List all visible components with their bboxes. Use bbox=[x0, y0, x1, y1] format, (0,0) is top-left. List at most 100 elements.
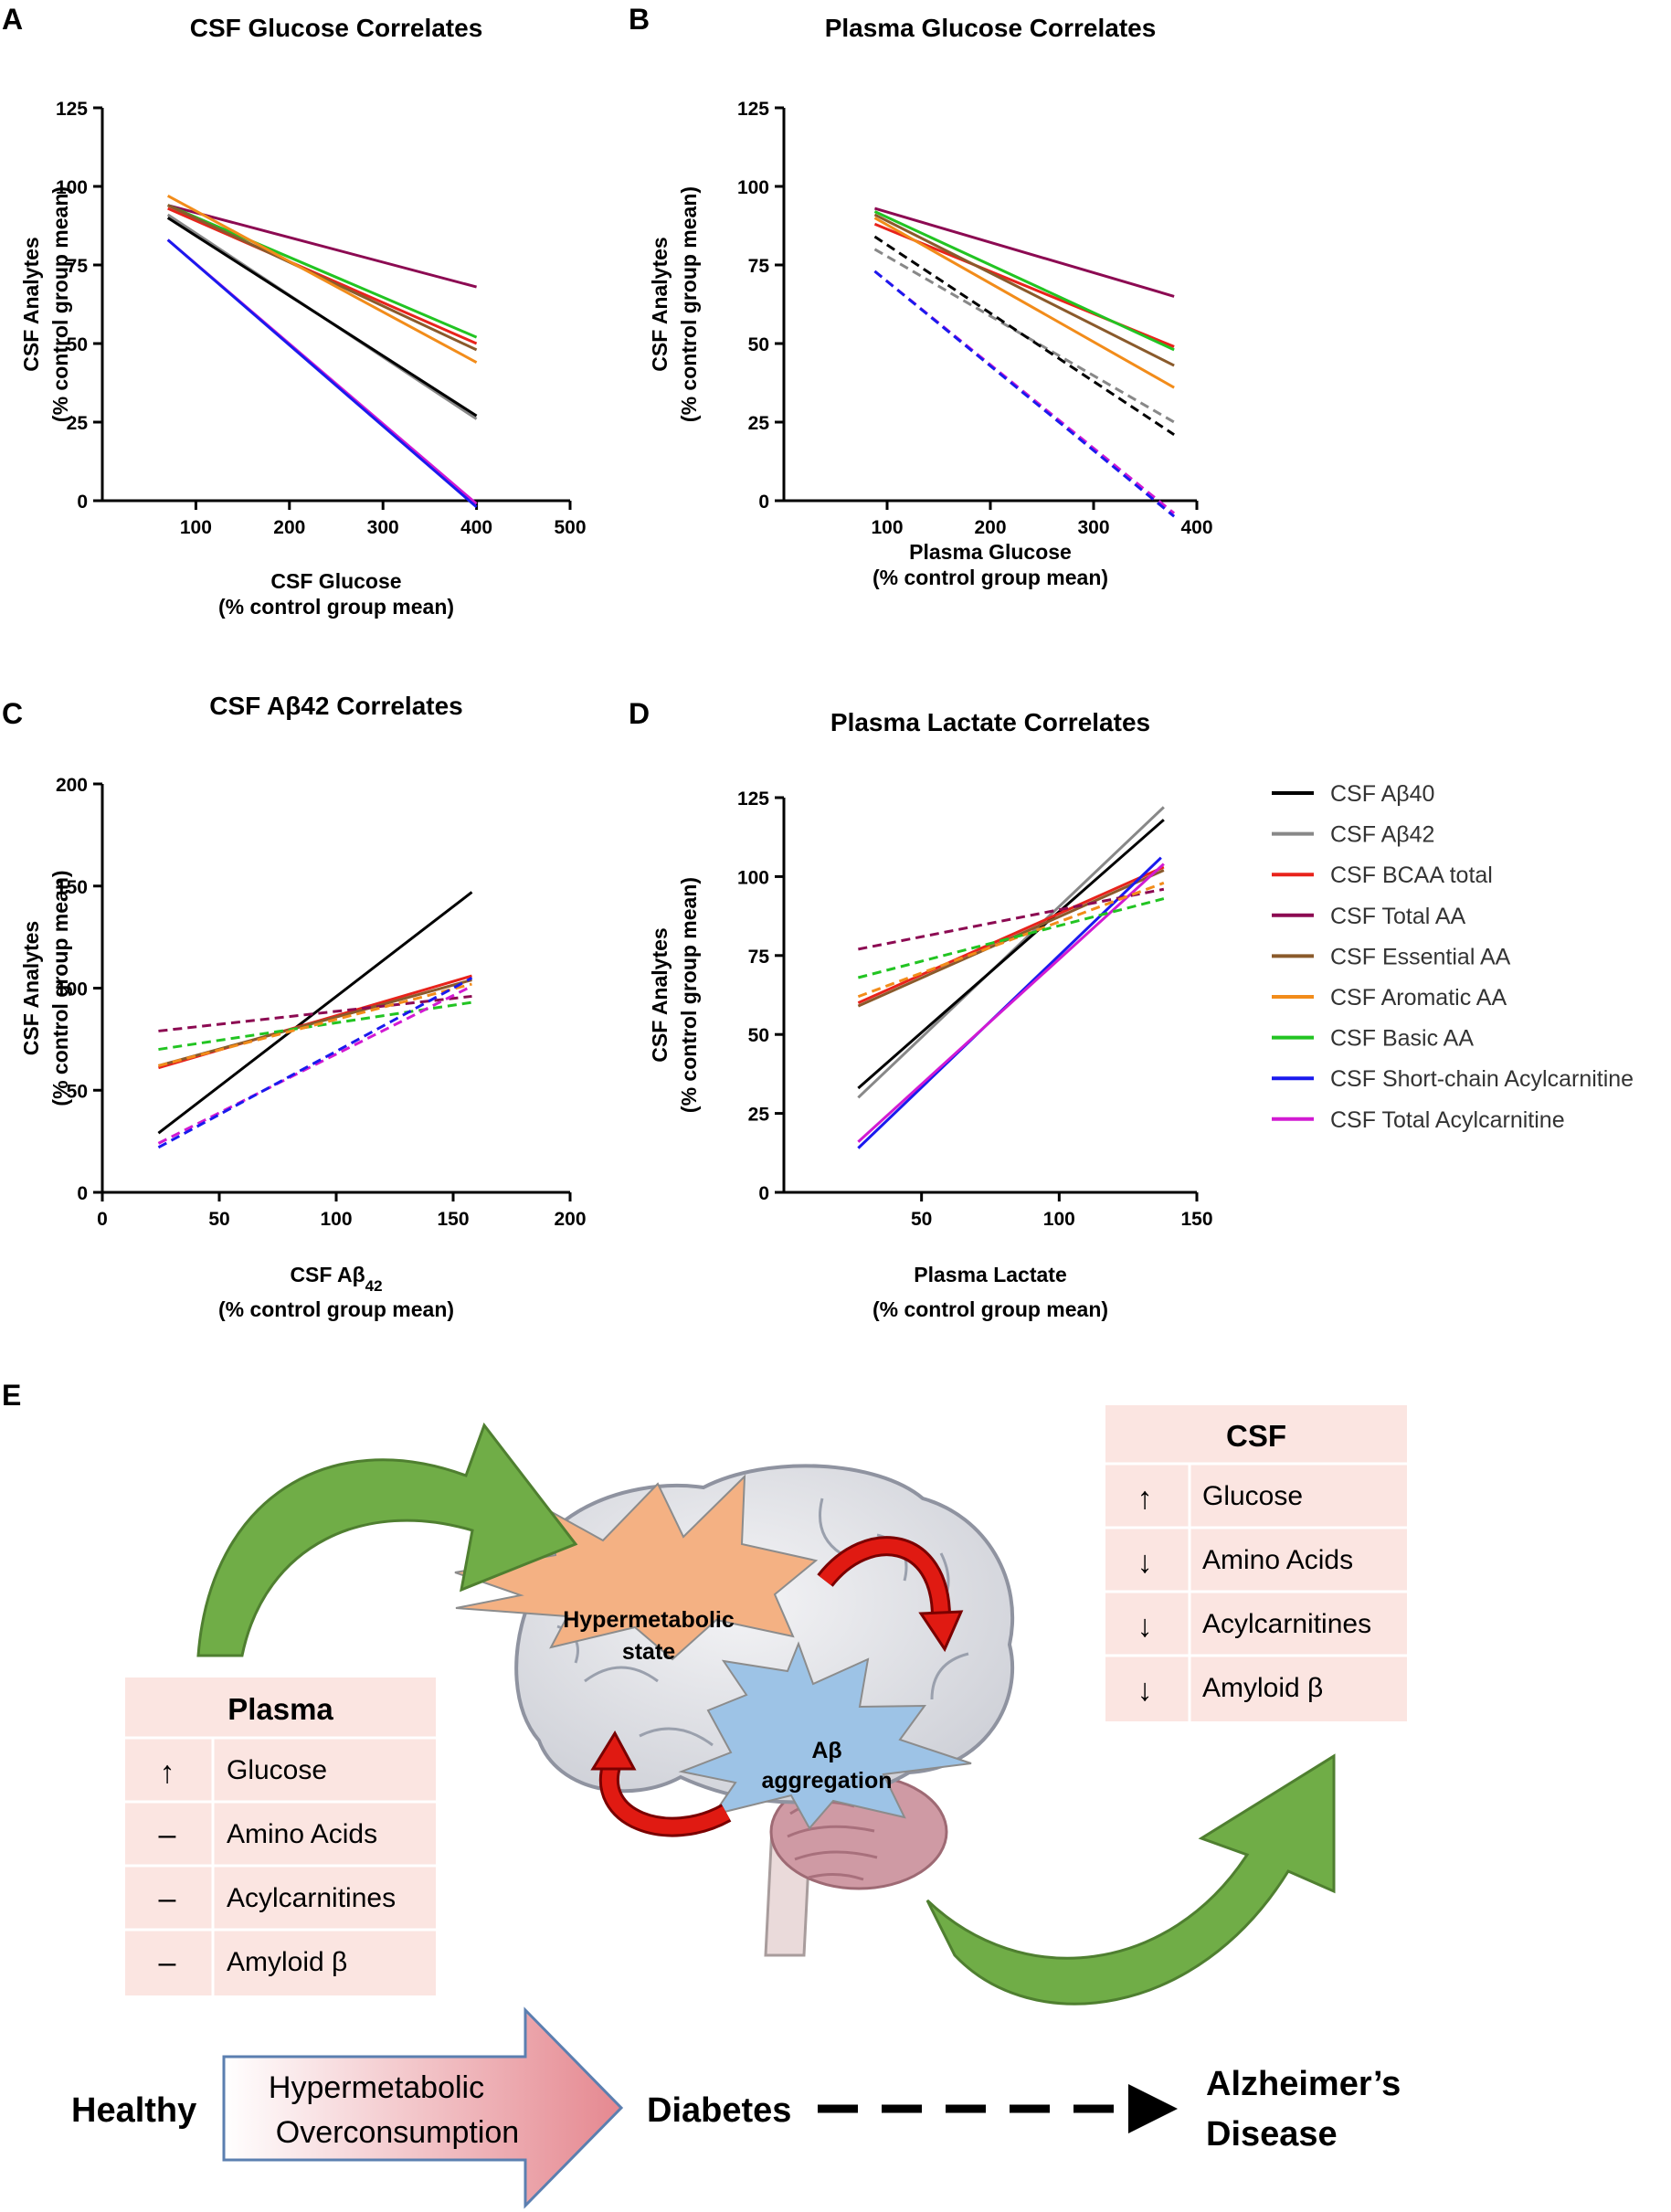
legend-label: CSF Total Acylcarnitine bbox=[1330, 1107, 1565, 1133]
series-line-total-aa bbox=[158, 994, 472, 1032]
x-tick-label: 200 bbox=[273, 517, 305, 538]
series-line-aromatic-aa bbox=[158, 982, 472, 1067]
y-axis-label: CSF Analytes bbox=[648, 237, 672, 371]
stage-healthy: Healthy bbox=[71, 2091, 196, 2130]
x-tick-label: 150 bbox=[1180, 1209, 1212, 1230]
x-axis-label-units: (% control group mean) bbox=[218, 1297, 454, 1321]
y-axis-label-units: (% control group mean) bbox=[48, 870, 72, 1106]
x-axis-label-subscript: 42 bbox=[365, 1277, 383, 1295]
plasma-row-label: Amino Acids bbox=[227, 1819, 377, 1849]
csf-row-symbol: ↓ bbox=[1137, 1609, 1153, 1644]
legend-label: CSF Total AA bbox=[1330, 904, 1466, 929]
stage-alzheimers-line2: Disease bbox=[1206, 2115, 1338, 2154]
series-line-bcaa bbox=[857, 865, 1165, 1005]
red-cycle-arrow-bottom bbox=[590, 1730, 732, 1837]
chart-csf-ab42: CSF Aβ42 Correlates 0 50 100 150 200 0 50 100 150… bbox=[19, 692, 587, 1321]
chart-title: CSF Aβ42 Correlates bbox=[209, 692, 462, 720]
legend-label: CSF Aβ42 bbox=[1330, 822, 1434, 848]
series-line-ab40 bbox=[873, 235, 1175, 437]
series-line-total-aa bbox=[167, 204, 477, 289]
y-axis-label: CSF Analytes bbox=[19, 237, 43, 371]
y-tick-label: 0 bbox=[77, 1183, 88, 1204]
series-line-aromatic-aa bbox=[873, 217, 1175, 389]
plasma-row-symbol: ↑ bbox=[160, 1755, 175, 1790]
series-line-short-acyl bbox=[157, 977, 473, 1149]
series-line-ab40 bbox=[857, 819, 1165, 1090]
y-tick-label: 50 bbox=[67, 334, 88, 355]
chart-plasma-glucose: Plasma Glucose Correlates 100 200 300 400 0 25… bbox=[648, 14, 1213, 589]
green-arrow-plasma-to-brain bbox=[196, 1422, 578, 1657]
x-axis-label-units: (% control group mean) bbox=[218, 595, 454, 619]
x-tick-label: 400 bbox=[1180, 517, 1212, 538]
panel-letter-a: A bbox=[2, 3, 23, 36]
chart-plasma-lactate: Plasma Lactate Correlates 50 100 150 0 25 50 75… bbox=[648, 708, 1213, 1321]
y-tick-label: 75 bbox=[67, 256, 89, 277]
legend-label: CSF BCAA total bbox=[1330, 863, 1493, 888]
csf-row-label: Acylcarnitines bbox=[1202, 1609, 1371, 1639]
overconsumption-label-line2: Overconsumption bbox=[276, 2115, 519, 2150]
ab-label-line2: aggregation bbox=[761, 1768, 892, 1794]
series-line-basic-aa bbox=[158, 1000, 472, 1052]
x-axis-label-units: (% control group mean) bbox=[873, 566, 1108, 589]
csf-row-symbol: ↑ bbox=[1137, 1481, 1153, 1516]
hypermetabolic-label-line1: Hypermetabolic bbox=[563, 1607, 735, 1633]
y-tick-label: 75 bbox=[748, 947, 770, 968]
x-tick-label: 300 bbox=[367, 517, 399, 538]
csf-row-label: Glucose bbox=[1202, 1481, 1303, 1511]
plasma-row-label: Glucose bbox=[227, 1755, 327, 1785]
hypermetabolic-star bbox=[454, 1474, 819, 1661]
x-tick-label: 100 bbox=[1043, 1209, 1075, 1230]
legend-label: CSF Basic AA bbox=[1330, 1026, 1474, 1052]
x-tick-label: 300 bbox=[1077, 517, 1109, 538]
x-tick-label: 100 bbox=[320, 1209, 352, 1230]
csf-table: CSF ↑ Glucose ↓ Amino Acids ↓ Acylcarnit… bbox=[1105, 1405, 1407, 1721]
series-line-basic-aa bbox=[167, 204, 478, 339]
plasma-row-symbol: – bbox=[159, 1817, 176, 1852]
x-axis-label: Plasma Lactate bbox=[914, 1263, 1066, 1286]
y-axis-label-units: (% control group mean) bbox=[48, 186, 72, 422]
x-tick-label: 400 bbox=[460, 517, 492, 538]
x-tick-label: 200 bbox=[554, 1209, 586, 1230]
x-tick-label: 150 bbox=[437, 1209, 469, 1230]
x-tick-label: 100 bbox=[871, 517, 903, 538]
series-line-total-acyl bbox=[157, 984, 473, 1145]
x-tick-label: 0 bbox=[97, 1209, 108, 1230]
plasma-row-symbol: – bbox=[159, 1881, 176, 1916]
series-line-bcaa bbox=[167, 206, 478, 345]
y-axis-label-units: (% control group mean) bbox=[677, 877, 701, 1113]
x-tick-label: 50 bbox=[911, 1209, 932, 1230]
y-tick-label: 50 bbox=[748, 334, 769, 355]
x-axis-label: CSF Aβ42 bbox=[290, 1263, 382, 1295]
y-axis-label: CSF Analytes bbox=[19, 921, 43, 1055]
series-line-ab40 bbox=[157, 891, 473, 1135]
y-axis-label-units: (% control group mean) bbox=[677, 186, 701, 422]
y-tick-label: 150 bbox=[56, 877, 88, 898]
series-line-essential-aa bbox=[873, 213, 1175, 367]
x-tick-label: 500 bbox=[554, 517, 586, 538]
y-tick-label: 100 bbox=[737, 867, 769, 888]
plasma-table: Plasma ↑ Glucose – Amino Acids – Acylcar… bbox=[125, 1678, 436, 1995]
y-tick-label: 125 bbox=[56, 99, 88, 120]
x-tick-label: 100 bbox=[180, 517, 212, 538]
x-tick-label: 200 bbox=[974, 517, 1006, 538]
y-tick-label: 125 bbox=[737, 788, 769, 810]
series-line-aromatic-aa bbox=[166, 194, 478, 364]
series-line-ab40 bbox=[166, 217, 478, 418]
csf-row-label: Amino Acids bbox=[1202, 1545, 1353, 1575]
plasma-table-title: Plasma bbox=[227, 1692, 333, 1726]
plasma-row-symbol: – bbox=[159, 1945, 176, 1980]
panel-letter-b: B bbox=[629, 3, 650, 36]
panel-letter-e: E bbox=[2, 1379, 21, 1412]
legend-label: CSF Short-chain Acylcarnitine bbox=[1330, 1066, 1634, 1092]
chart-title: CSF Glucose Correlates bbox=[190, 14, 483, 42]
y-tick-label: 0 bbox=[758, 492, 769, 513]
chart-legend: CSF Aβ40 CSF Aβ42 CSF BCAA total CSF Total … bbox=[1272, 781, 1634, 1133]
overconsumption-arrow bbox=[222, 2006, 624, 2209]
y-tick-label: 50 bbox=[67, 1081, 88, 1102]
panel-letter-d: D bbox=[629, 697, 650, 730]
chart-title: Plasma Glucose Correlates bbox=[825, 14, 1157, 42]
csf-row-symbol: ↓ bbox=[1137, 1673, 1153, 1708]
y-axis-label: CSF Analytes bbox=[648, 927, 672, 1062]
overconsumption-label-line1: Hypermetabolic bbox=[269, 2070, 484, 2105]
